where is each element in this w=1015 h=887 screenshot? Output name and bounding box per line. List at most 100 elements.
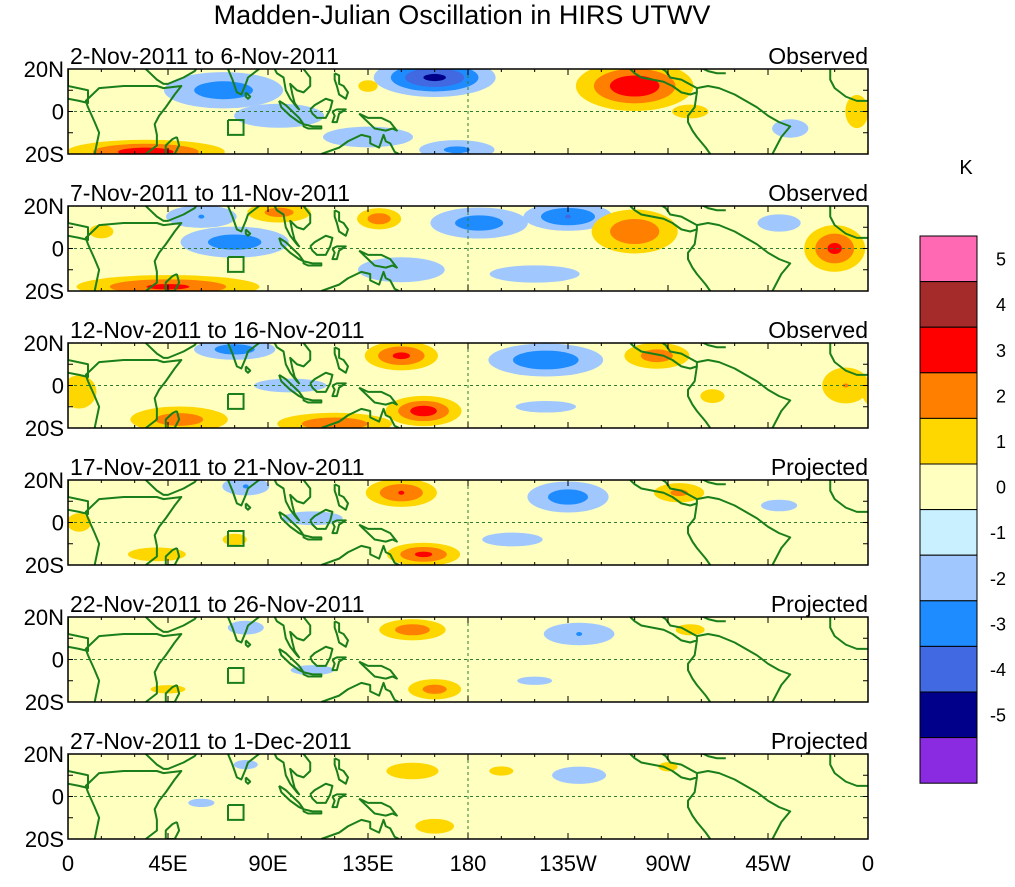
coastline — [302, 671, 323, 678]
colorbar-label: -2 — [990, 569, 1006, 589]
anomaly-contour — [517, 676, 553, 685]
x-tick-label: 90E — [248, 851, 287, 876]
anomaly-contour — [0, 119, 8, 137]
panel-1: 20N 0 20S 2-Nov-2011 to 6-Nov-2011 Observed — [0, 43, 974, 167]
panel-2: 20N 0 20S 7-Nov-2011 to 11-Nov-2011 Observed — [0, 180, 869, 304]
coastline — [244, 365, 252, 374]
coastline — [309, 371, 334, 393]
anomaly-contour — [482, 532, 543, 547]
anomaly-contour — [918, 148, 974, 156]
x-tick-label: 45E — [148, 851, 187, 876]
panel-status: Observed — [768, 180, 868, 206]
anomaly-contour — [675, 624, 705, 636]
coastline — [225, 343, 261, 370]
coastline — [84, 359, 183, 428]
coastline — [696, 770, 792, 839]
colorbar-label: -5 — [990, 706, 1006, 726]
anomaly-contour — [68, 513, 92, 532]
colorbar-label: 5 — [996, 250, 1006, 270]
y-tick-label: 20N — [24, 468, 64, 493]
coastline — [68, 480, 89, 515]
anomaly-contour — [827, 243, 842, 254]
y-tick-label: 0 — [52, 237, 64, 262]
colorbar-swatch — [919, 600, 978, 647]
anomaly-contour — [757, 214, 801, 232]
anomaly-field — [188, 760, 1014, 834]
coastline — [145, 480, 198, 496]
coastline — [302, 808, 323, 815]
coastline — [273, 69, 312, 111]
anomaly-contour — [658, 762, 678, 772]
colorbar-swatch — [919, 235, 978, 283]
anomaly-contour — [610, 218, 660, 245]
coastline — [273, 480, 312, 522]
coastline — [629, 617, 698, 644]
coastline — [244, 91, 252, 100]
colorbar-label: 1 — [996, 432, 1006, 452]
coastline — [273, 343, 312, 385]
y-tick-label: 20S — [25, 690, 64, 715]
coastline — [629, 69, 698, 96]
coastline — [687, 366, 712, 428]
region-box — [227, 667, 245, 684]
coastline — [331, 382, 347, 398]
y-tick-label: 0 — [52, 374, 64, 399]
colorbar: K 5 4 3 2 1 0 -1 -2 -3 -4 -5 — [919, 157, 1006, 784]
anomaly-contour — [0, 214, 1, 231]
y-tick-label: 20S — [25, 827, 64, 852]
anomaly-field — [150, 619, 705, 700]
colorbar-swatch — [919, 509, 978, 556]
coastline — [629, 206, 698, 233]
anomaly-contour — [988, 799, 1014, 807]
colorbar-swatch — [919, 645, 978, 693]
anomaly-contour — [443, 146, 470, 154]
chart-title: Madden-Julian Oscillation in HIRS UTWV — [214, 0, 711, 30]
coastline — [629, 754, 698, 781]
coastline — [68, 754, 89, 789]
anomaly-contour — [43, 384, 49, 388]
coastline — [333, 346, 349, 374]
coastline — [358, 523, 398, 543]
coastline — [164, 410, 181, 428]
coastline — [145, 69, 198, 85]
coastline — [84, 633, 183, 702]
coastline — [225, 480, 261, 507]
anomaly-contour — [700, 389, 725, 404]
anomaly-contour — [358, 80, 378, 92]
coastline — [333, 209, 349, 237]
anomaly-field — [43, 343, 868, 428]
coastline — [145, 754, 198, 770]
colorbar-label: 4 — [996, 295, 1006, 315]
coastline — [309, 782, 334, 804]
coastline — [687, 503, 712, 565]
coastline — [696, 359, 792, 428]
coastline — [84, 770, 183, 839]
panel-6: 20N 0 20S 27-Nov-2011 to 1-Dec-2011 Projecte… — [24, 728, 1014, 852]
anomaly-contour — [422, 684, 447, 694]
coastline — [68, 206, 89, 241]
colorbar-label: 3 — [996, 341, 1006, 361]
coastline — [68, 343, 89, 378]
colorbar-unit: K — [959, 157, 973, 179]
coastline — [700, 69, 726, 75]
coastline — [358, 797, 398, 817]
coastline — [309, 234, 334, 256]
colorbar-label: 2 — [996, 386, 1006, 406]
anomaly-contour — [866, 149, 868, 154]
coastline — [309, 645, 334, 667]
colorbar-label: 0 — [996, 478, 1006, 498]
coastline — [302, 123, 323, 130]
coastline — [320, 133, 400, 154]
anomaly-contour — [118, 147, 174, 154]
coastline — [829, 480, 868, 513]
coastline — [164, 821, 181, 839]
y-tick-label: 20S — [25, 553, 64, 578]
anomaly-contour — [576, 632, 583, 636]
colorbar-label: -4 — [990, 660, 1006, 680]
region-box — [227, 256, 245, 273]
panel-4: 20N 0 20S 17-Nov-2011 to 21-Nov-2011 Project… — [24, 454, 869, 578]
panel-status: Projected — [771, 728, 868, 754]
anomaly-contour — [194, 81, 253, 100]
